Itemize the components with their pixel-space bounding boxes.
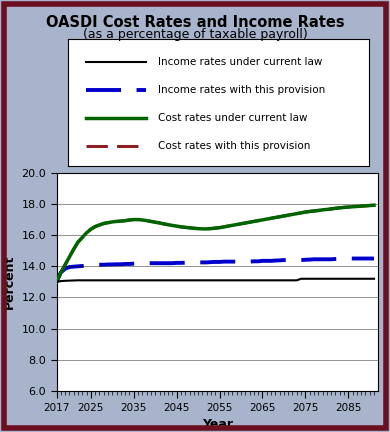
Text: Income rates under current law: Income rates under current law <box>158 57 323 67</box>
Text: Cost rates under current law: Cost rates under current law <box>158 113 308 123</box>
X-axis label: Year: Year <box>202 418 233 431</box>
Y-axis label: Percent: Percent <box>3 255 16 309</box>
Text: OASDI Cost Rates and Income Rates: OASDI Cost Rates and Income Rates <box>46 15 344 30</box>
Text: Cost rates with this provision: Cost rates with this provision <box>158 141 311 151</box>
Text: (as a percentage of taxable payroll): (as a percentage of taxable payroll) <box>83 28 307 41</box>
Text: Income rates with this provision: Income rates with this provision <box>158 85 326 95</box>
